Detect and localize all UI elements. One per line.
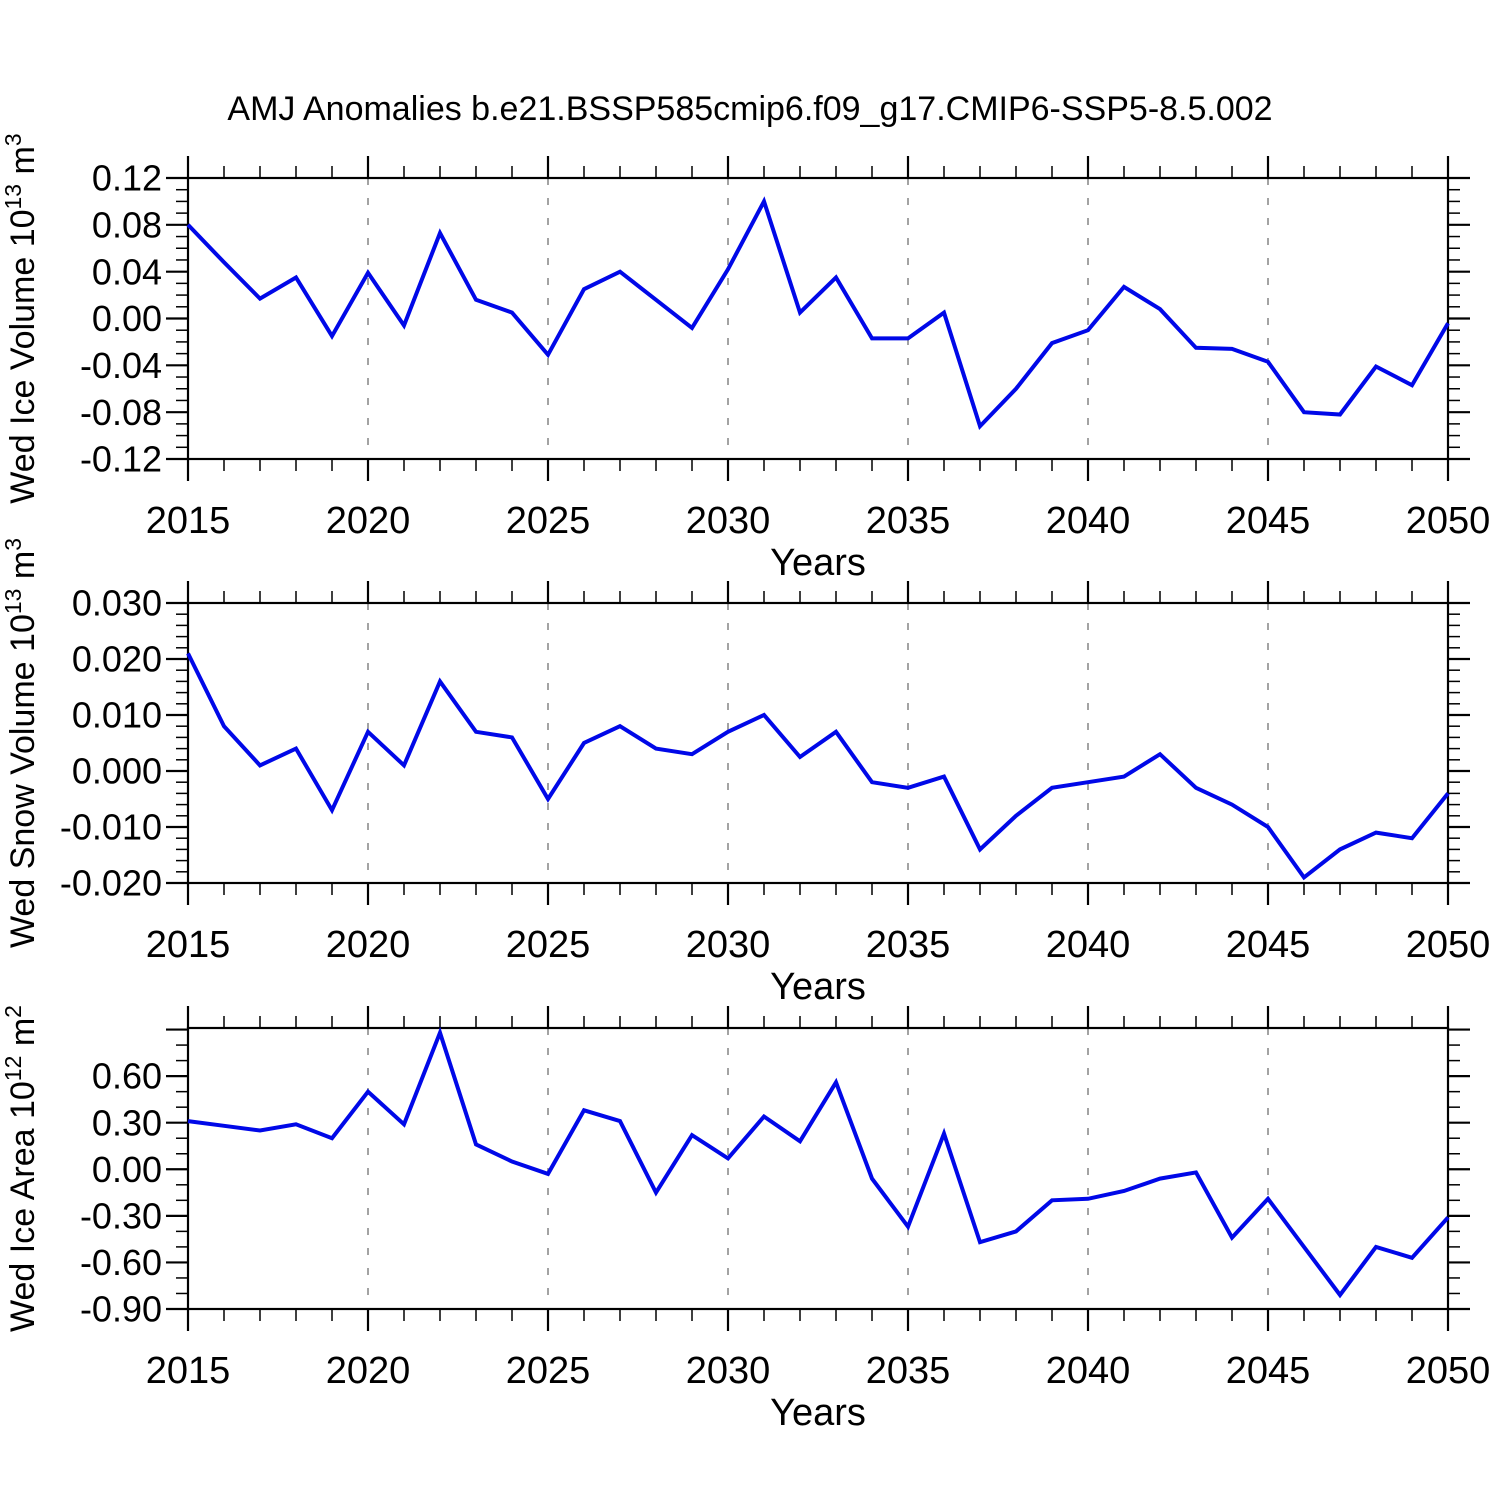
panel-wed-ice-area: 0.60 0.30 0.00 -0.30 -0.60 -0.90 2015 2020 2025 2… bbox=[0, 1005, 1490, 1434]
y-title-text: m bbox=[4, 551, 42, 589]
x-tick-label: 2030 bbox=[686, 924, 771, 966]
data-line-wed-ice-volume bbox=[186, 196, 1450, 431]
y-tick-label: -0.60 bbox=[80, 1242, 162, 1283]
x-tick-label: 2050 bbox=[1406, 500, 1491, 542]
y-title-superscript: 2 bbox=[0, 1005, 26, 1018]
y-title-text: Wed Ice Volume 10 bbox=[4, 209, 42, 503]
x-tick-label: 2025 bbox=[506, 1350, 591, 1392]
x-axis-title: Years bbox=[770, 542, 866, 584]
y-title-superscript: 12 bbox=[0, 1056, 26, 1082]
x-tick-label: 2030 bbox=[686, 500, 771, 542]
x-axis-title: Years bbox=[770, 1392, 866, 1434]
y-tick-label: -0.010 bbox=[60, 807, 162, 848]
x-tick-label: 2015 bbox=[146, 924, 231, 966]
x-tick-label: 2045 bbox=[1226, 924, 1311, 966]
x-tick-label: 2025 bbox=[506, 500, 591, 542]
y-tick-label: -0.30 bbox=[80, 1195, 162, 1236]
y-tick-label: -0.12 bbox=[80, 439, 162, 480]
y-tick-label: 0.00 bbox=[92, 1149, 162, 1190]
y-title-text: Wed Ice Area 10 bbox=[4, 1081, 42, 1332]
x-tick-label: 2050 bbox=[1406, 924, 1491, 966]
plot-border bbox=[186, 1026, 1450, 1311]
plot-border bbox=[186, 601, 1450, 885]
x-tick-label: 2015 bbox=[146, 500, 231, 542]
x-tick-label: 2040 bbox=[1046, 924, 1131, 966]
x-tick-label: 2050 bbox=[1406, 1350, 1491, 1392]
y-title-superscript: 3 bbox=[0, 133, 26, 146]
y-tick-label: 0.60 bbox=[92, 1056, 162, 1097]
y-tick-label: 0.00 bbox=[92, 298, 162, 339]
y-axis-title: Wed Snow Volume 1013 m3 bbox=[0, 538, 42, 948]
y-tick-label: 0.010 bbox=[72, 695, 162, 736]
x-tick-label: 2040 bbox=[1046, 500, 1131, 542]
y-title-superscript: 3 bbox=[0, 538, 26, 551]
x-tick-label: 2045 bbox=[1226, 500, 1311, 542]
x-tick-label: 2020 bbox=[326, 1350, 411, 1392]
y-title-text: Wed Snow Volume 10 bbox=[4, 614, 42, 948]
x-tick-label: 2040 bbox=[1046, 1350, 1131, 1392]
y-axis-title: Wed Ice Area 1012 m2 bbox=[0, 1005, 42, 1332]
data-line-wed-ice-area bbox=[187, 1026, 1450, 1299]
x-tick-label: 2035 bbox=[866, 924, 951, 966]
y-tick-label: 0.12 bbox=[92, 158, 162, 199]
x-tick-label: 2030 bbox=[686, 1350, 771, 1392]
x-tick-label: 2035 bbox=[866, 500, 951, 542]
x-tick-label: 2035 bbox=[866, 1350, 951, 1392]
y-tick-label: 0.030 bbox=[72, 583, 162, 624]
x-tick-label: 2020 bbox=[326, 500, 411, 542]
plot-border bbox=[186, 176, 1450, 461]
y-tick-label: -0.020 bbox=[60, 863, 162, 904]
y-title-text: m bbox=[4, 1018, 42, 1056]
x-tick-label: 2025 bbox=[506, 924, 591, 966]
panel-wed-ice-volume: 0.12 0.08 0.04 0.00 -0.04 -0.08 -0.12 2015 2020 2… bbox=[0, 133, 1490, 584]
y-tick-label: -0.90 bbox=[80, 1289, 162, 1330]
x-axis-title: Years bbox=[770, 966, 866, 1008]
figure-title: AMJ Anomalies b.e21.BSSP585cmip6.f09_g17… bbox=[227, 90, 1273, 128]
y-tick-label: -0.04 bbox=[80, 345, 162, 386]
y-tick-label: 0.020 bbox=[72, 639, 162, 680]
x-tick-label: 2020 bbox=[326, 924, 411, 966]
y-tick-label: 0.04 bbox=[92, 251, 162, 292]
y-axis-title: Wed Ice Volume 1013 m3 bbox=[0, 133, 42, 503]
y-title-superscript: 13 bbox=[0, 184, 26, 210]
y-title-superscript: 13 bbox=[0, 589, 26, 615]
y-tick-label: 0.30 bbox=[92, 1102, 162, 1143]
x-tick-label: 2015 bbox=[146, 1350, 231, 1392]
panel-wed-snow-volume: 0.030 0.020 0.010 0.000 -0.010 -0.020 2015 2020… bbox=[0, 538, 1490, 1008]
y-title-text: m bbox=[4, 146, 42, 184]
y-tick-label: 0.000 bbox=[72, 751, 162, 792]
y-tick-label: 0.08 bbox=[92, 204, 162, 245]
x-tick-label: 2045 bbox=[1226, 1350, 1311, 1392]
y-tick-label: -0.08 bbox=[80, 392, 162, 433]
data-line-wed-snow-volume bbox=[186, 652, 1450, 881]
